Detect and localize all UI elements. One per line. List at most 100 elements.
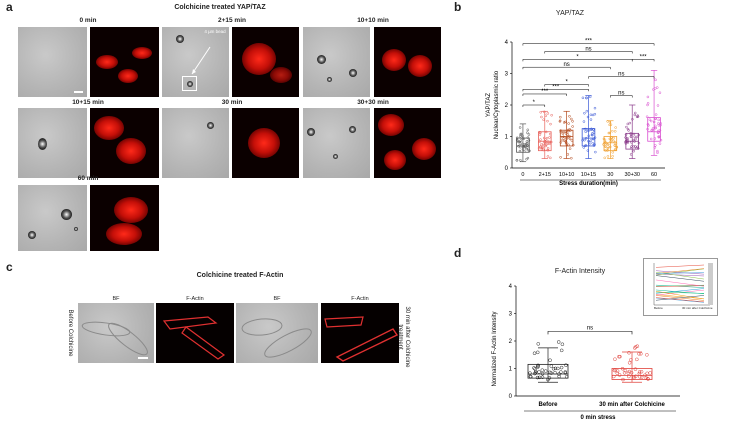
data-point <box>612 374 616 379</box>
significance-bracket: *** <box>522 84 589 92</box>
significance-label: * <box>533 100 536 106</box>
box-60 <box>645 69 663 156</box>
inset-pair-line <box>655 297 705 303</box>
data-point <box>612 368 617 373</box>
bracket-line <box>522 104 546 107</box>
data-point <box>543 110 546 114</box>
data-point <box>546 119 549 123</box>
data-point <box>529 375 533 379</box>
data-point <box>563 371 568 375</box>
data-point <box>559 156 562 159</box>
yap-taz-image <box>374 108 441 178</box>
data-point <box>570 117 573 121</box>
data-point <box>653 146 657 149</box>
data-point <box>611 151 615 154</box>
data-point <box>654 78 657 82</box>
data-point <box>581 96 585 100</box>
left-row-label: Before Colchicine <box>67 309 73 357</box>
data-point <box>560 342 565 347</box>
inset-pair-line <box>655 294 705 300</box>
data-point <box>549 156 552 160</box>
y-axis-label: Nuclear/Cytoplasmic ratio <box>494 70 500 139</box>
data-point <box>636 147 640 150</box>
data-point <box>630 132 633 135</box>
data-point <box>594 150 597 154</box>
significance-label: ns <box>618 72 624 78</box>
data-point <box>586 115 590 119</box>
data-point <box>517 144 520 148</box>
significance-label: *** <box>640 54 648 60</box>
data-point <box>653 126 657 130</box>
data-point <box>644 376 648 380</box>
data-point <box>607 131 611 135</box>
data-point <box>546 155 550 158</box>
data-point <box>526 131 529 134</box>
brightfield-image <box>78 303 154 363</box>
f-actin-boxplot: 0 1 2 3 4 Normalized F-Actin Intensity Before 3… <box>492 284 680 421</box>
timepoint-label: 10+10 min <box>357 17 389 24</box>
data-point <box>606 149 609 152</box>
timepoint-label: 10+15 min <box>72 99 104 106</box>
data-point <box>629 135 633 138</box>
data-point <box>533 371 537 376</box>
data-point <box>614 126 617 129</box>
data-point <box>568 147 572 150</box>
inset-pair-line <box>655 284 705 288</box>
data-point <box>533 370 538 375</box>
data-point <box>548 136 551 139</box>
data-point <box>589 118 593 121</box>
data-point <box>654 113 658 116</box>
data-point <box>651 128 654 132</box>
data-point <box>524 143 528 146</box>
data-point <box>639 369 644 374</box>
data-point <box>611 129 614 133</box>
x-tick-label: 30 <box>607 172 613 178</box>
data-point <box>540 115 543 119</box>
significance-label: ns <box>618 91 624 97</box>
inset-pair-line <box>655 275 705 282</box>
column-label-f-actin: F-Actin <box>186 296 204 302</box>
data-point <box>656 151 659 154</box>
significance-bracket: *** <box>522 89 567 96</box>
yap-taz-image <box>90 108 159 178</box>
data-point <box>557 374 561 379</box>
y-tick-label: 0 <box>505 166 509 172</box>
data-point <box>637 370 642 374</box>
data-point <box>564 375 569 379</box>
data-point <box>647 124 650 127</box>
data-point <box>629 132 632 135</box>
data-point <box>518 149 522 153</box>
data-point <box>587 129 591 132</box>
y-tick-label: 1 <box>509 367 513 373</box>
timepoint-label: 2+15 min <box>217 17 246 24</box>
data-point <box>563 135 566 139</box>
data-point <box>568 137 572 141</box>
significance-bracket: * <box>522 100 546 107</box>
data-point <box>602 137 606 141</box>
data-point <box>571 125 574 128</box>
data-point <box>632 145 636 148</box>
data-point <box>527 139 531 142</box>
timepoint-label: 30+30 min <box>357 99 389 106</box>
y-tick-label: 3 <box>505 72 509 78</box>
data-point <box>633 111 637 115</box>
data-point <box>585 109 589 113</box>
data-point <box>549 142 552 145</box>
data-point <box>539 138 542 141</box>
data-point <box>613 144 617 147</box>
data-point <box>608 145 612 149</box>
data-point <box>545 136 549 140</box>
data-point <box>561 132 565 135</box>
data-point <box>631 118 634 121</box>
data-point <box>630 145 633 148</box>
data-point <box>658 91 662 94</box>
data-point <box>557 372 561 376</box>
data-point <box>568 115 571 118</box>
data-point <box>571 120 574 123</box>
brightfield-image <box>162 108 229 178</box>
data-point <box>655 86 659 89</box>
data-point <box>515 136 519 140</box>
data-point <box>653 137 657 140</box>
data-point <box>556 366 560 371</box>
panel-b-title: YAP/TAZ <box>555 10 585 17</box>
